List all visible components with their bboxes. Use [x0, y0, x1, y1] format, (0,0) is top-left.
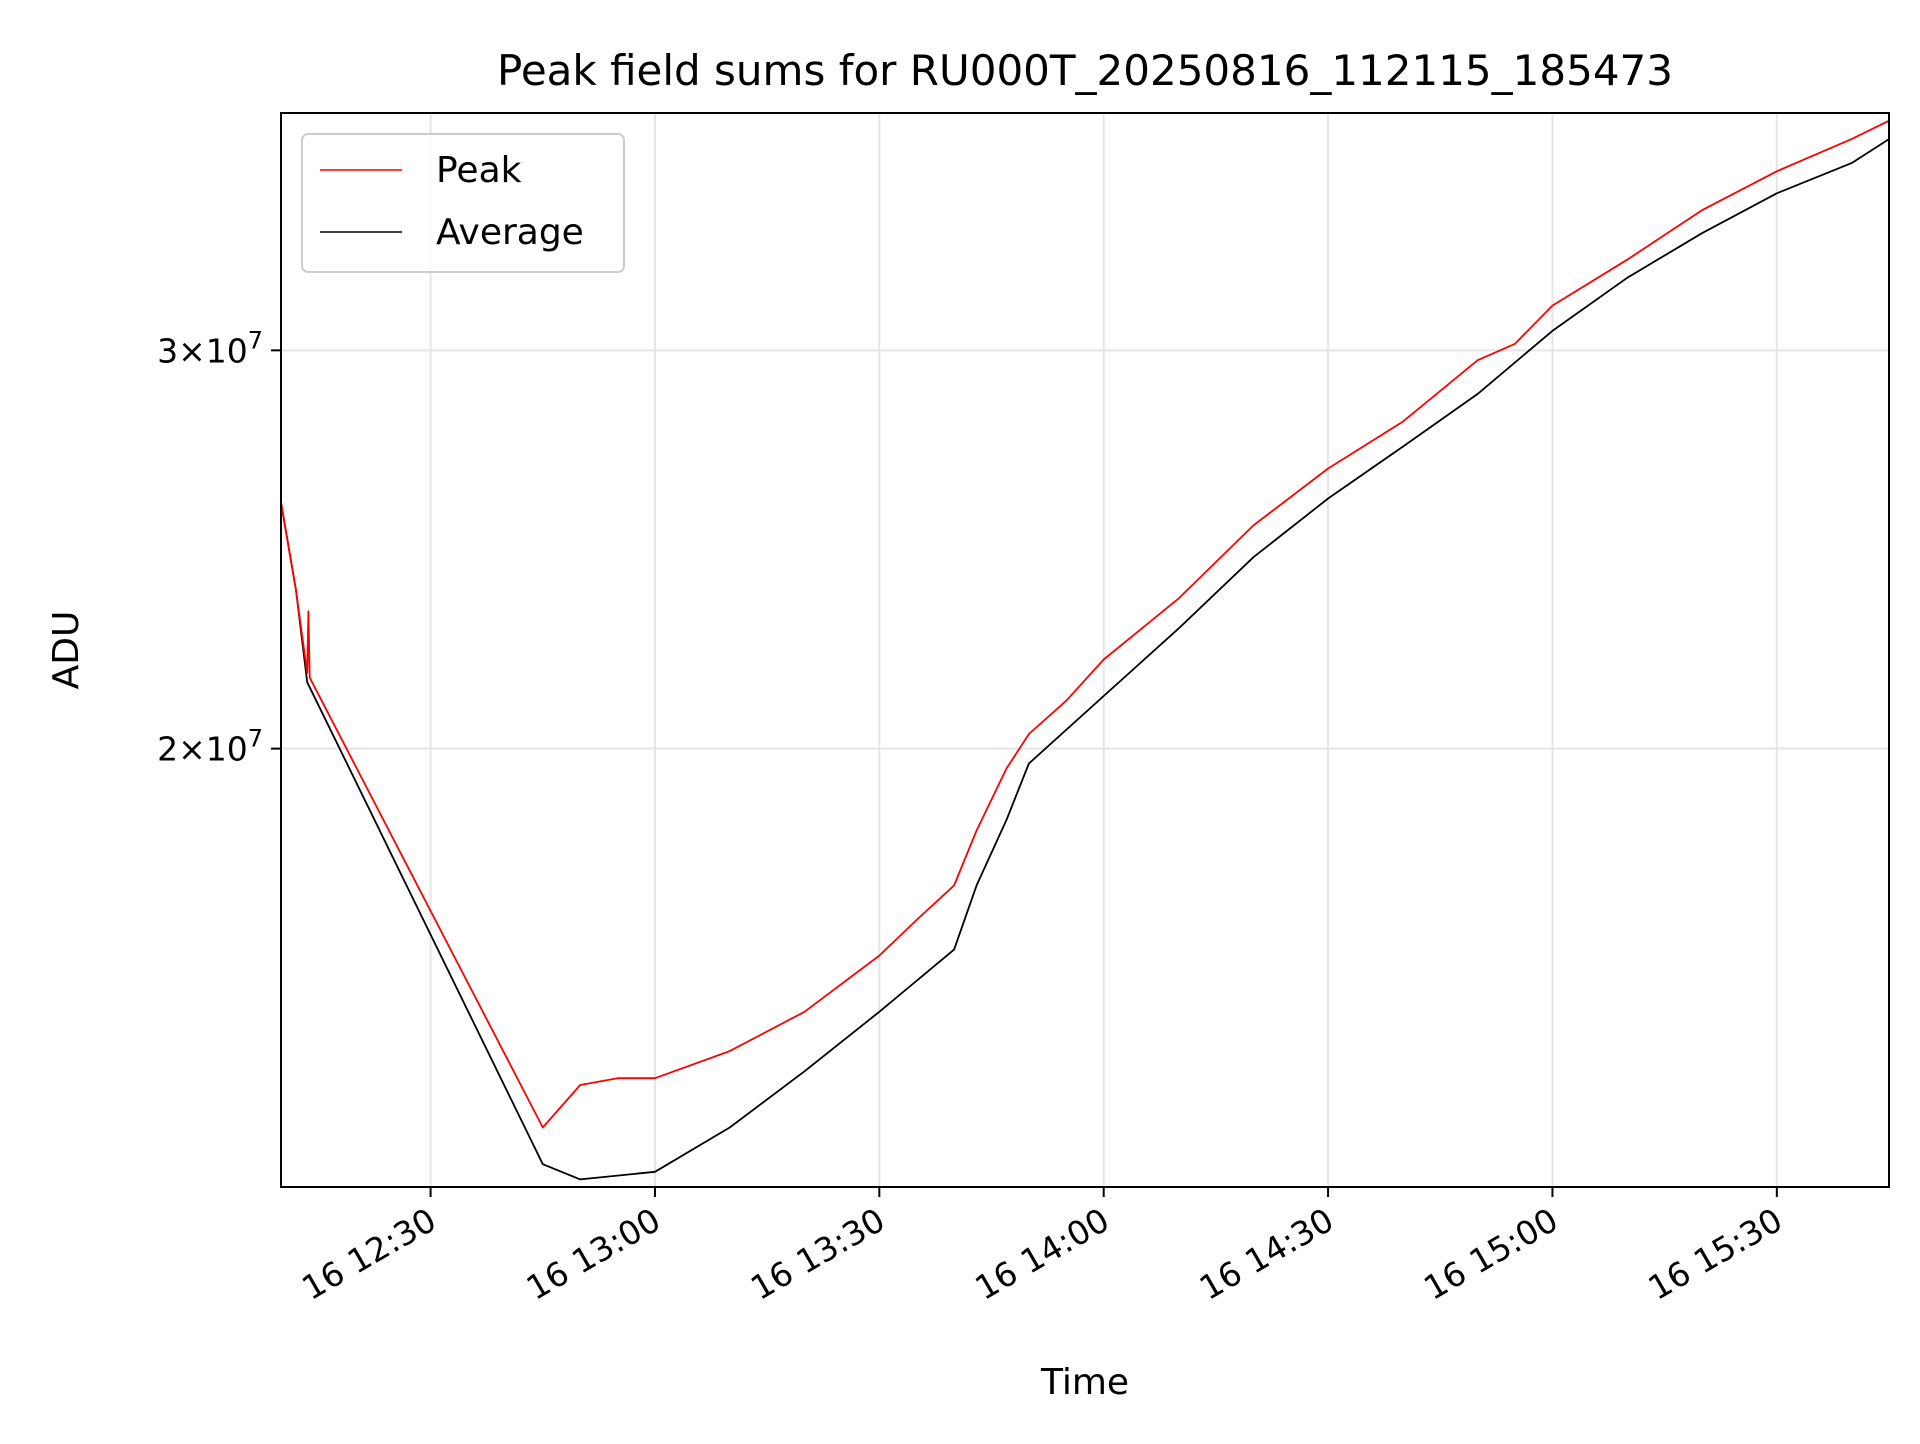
plot-frame [280, 112, 1890, 1188]
legend-label-average: Average [436, 212, 584, 253]
y-axis-ticks: 2×107 3×107 [157, 326, 281, 769]
y-tick-label: 3×107 [157, 326, 263, 370]
grid-lines [281, 113, 1889, 1187]
series-line-peak [281, 119, 1889, 1129]
series-lines [281, 119, 1889, 1181]
legend-box [301, 133, 625, 273]
y-tick-label: 2×107 [157, 725, 263, 769]
series-line-average [281, 138, 1889, 1181]
x-axis-label: Time [1040, 1362, 1129, 1403]
legend-label-peak: Peak [436, 150, 522, 191]
legend: Peak Average [301, 133, 625, 273]
y-axis-label: ADU [46, 611, 87, 690]
chart-title: Peak field sums for RU000T_20250816_1121… [497, 46, 1673, 95]
